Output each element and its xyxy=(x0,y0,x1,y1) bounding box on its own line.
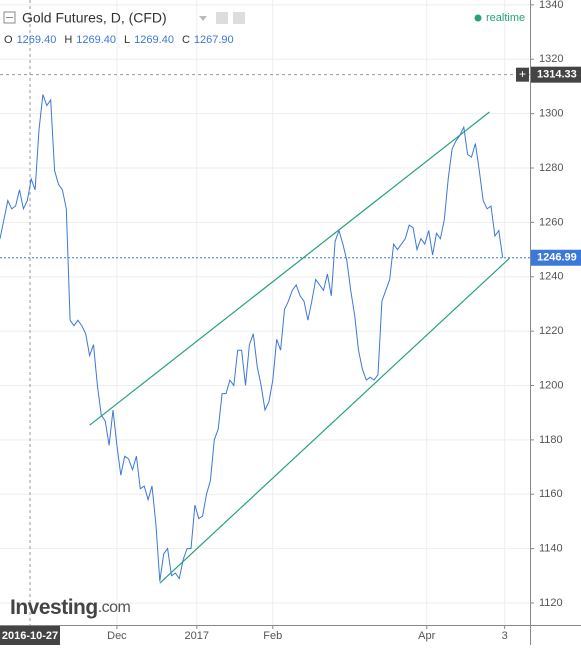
ohlc: O 1269.40 H 1269.40 L 1269.40 C 1267.90 xyxy=(4,34,234,46)
logo: Investing.com xyxy=(10,596,131,619)
y-tick-label: 1260 xyxy=(539,216,563,228)
y-tick-label: 1300 xyxy=(539,108,563,120)
y-tick-label: 1240 xyxy=(539,271,563,283)
settings-icon[interactable] xyxy=(216,12,228,24)
x-tick-label: Feb xyxy=(263,630,282,642)
crosshair-x-box xyxy=(0,626,61,645)
crosshair-y-box xyxy=(531,66,581,83)
y-tick-label: 1200 xyxy=(539,379,563,391)
x-tick-label: 3 xyxy=(502,630,508,642)
crosshair-add-icon: + xyxy=(519,67,526,81)
last-price-label: 1246.99 xyxy=(537,252,577,264)
ohlc-label: O xyxy=(4,34,13,46)
plot xyxy=(0,0,530,625)
ohlc-label: C xyxy=(182,34,190,46)
y-tick-label: 1340 xyxy=(539,0,563,11)
y-tick-label: 1280 xyxy=(539,162,563,174)
close-icon[interactable] xyxy=(233,12,245,24)
x-tick-label: Dec xyxy=(107,630,127,642)
ohlc-value: 1269.40 xyxy=(134,34,174,46)
status: realtime xyxy=(486,12,525,24)
y-tick-label: 1320 xyxy=(539,53,563,65)
y-tick-label: 1220 xyxy=(539,325,563,337)
x-tick-label: 2017 xyxy=(185,630,209,642)
dropdown-icon[interactable] xyxy=(199,16,207,21)
y-tick-label: 1180 xyxy=(539,434,563,446)
x-tick-label: Apr xyxy=(418,630,435,642)
y-tick-label: 1120 xyxy=(539,597,563,609)
channel-line xyxy=(159,257,511,584)
ohlc-value: 1269.40 xyxy=(76,34,116,46)
logo-suffix: .com xyxy=(98,599,131,616)
chart-title: Gold Futures, D, (CFD) xyxy=(22,10,167,26)
ohlc-value: 1267.90 xyxy=(194,34,234,46)
logo-main: Investing xyxy=(10,596,98,619)
y-tick-label: 1140 xyxy=(539,543,563,555)
price-line xyxy=(0,94,504,582)
channel-line xyxy=(89,111,490,426)
collapse-icon[interactable] xyxy=(3,11,16,24)
y-tick-label: 1160 xyxy=(539,488,563,500)
crosshair-x-label: 2016-10-27 xyxy=(2,630,58,642)
status-dot xyxy=(474,14,482,22)
grid xyxy=(0,0,530,625)
last-price-box xyxy=(531,249,581,266)
crosshair-y-label: 1314.33 xyxy=(537,69,577,81)
ohlc-value: 1269.40 xyxy=(17,34,57,46)
ohlc-label: L xyxy=(124,34,130,46)
ohlc-label: H xyxy=(64,34,72,46)
crosshair-add-button xyxy=(516,67,529,82)
